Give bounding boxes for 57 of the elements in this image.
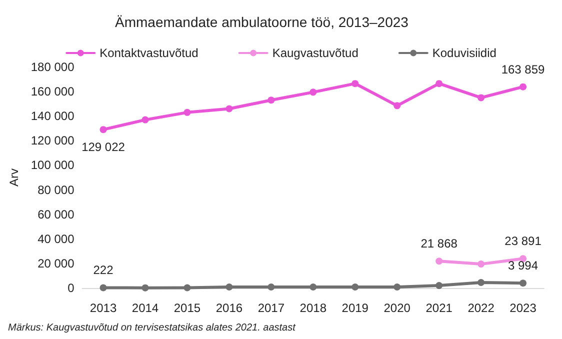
legend-label: Koduvisiidid bbox=[432, 46, 496, 60]
point bbox=[520, 280, 527, 287]
x-tick-label: 2022 bbox=[468, 301, 495, 315]
data-label: 222 bbox=[93, 263, 114, 278]
x-tick-label: 2015 bbox=[174, 301, 201, 315]
point bbox=[436, 282, 443, 290]
x-tick-label: 2021 bbox=[426, 301, 453, 315]
y-tick-label: 20 000 bbox=[38, 256, 75, 270]
point bbox=[478, 278, 485, 286]
point bbox=[310, 88, 317, 96]
text: Märkus: Kaugvastuvõtud on tervisestatsikas alates 2021. aastast bbox=[8, 322, 297, 334]
point bbox=[184, 108, 191, 116]
x-tick-label: 2020 bbox=[384, 301, 411, 315]
point bbox=[226, 105, 233, 112]
x-tick-label: 2013 bbox=[90, 301, 117, 315]
x-tick-label: 2017 bbox=[258, 301, 285, 315]
point bbox=[394, 102, 401, 110]
point bbox=[100, 126, 107, 134]
data-label: 129 022 bbox=[82, 140, 126, 154]
x-tick-label: 2014 bbox=[132, 301, 159, 315]
y-axis-title: Arv bbox=[7, 168, 21, 186]
point bbox=[352, 284, 359, 291]
point bbox=[268, 96, 275, 104]
x-tick-label: 2018 bbox=[300, 301, 327, 315]
point bbox=[142, 284, 149, 292]
point bbox=[100, 284, 107, 292]
y-tick-label: 80 000 bbox=[38, 182, 75, 197]
point bbox=[184, 284, 191, 292]
data-label: 23 891 bbox=[504, 234, 542, 248]
point bbox=[310, 284, 317, 291]
chart-title: Ämmaemandate ambulatoorne töö, 2013–2023 bbox=[115, 14, 409, 30]
y-tick-label: 100 000 bbox=[30, 158, 75, 172]
point bbox=[142, 116, 149, 124]
x-tick-label: 2019 bbox=[342, 301, 369, 315]
point bbox=[478, 94, 485, 102]
point bbox=[268, 284, 275, 291]
point bbox=[352, 80, 359, 88]
data-label: 21 868 bbox=[420, 236, 458, 251]
y-tick-label: 160 000 bbox=[30, 84, 75, 99]
y-tick-label: 180 000 bbox=[30, 60, 75, 74]
y-tick-label: 140 000 bbox=[30, 109, 75, 124]
y-tick-label: 60 000 bbox=[38, 207, 75, 222]
data-label: 3 994 bbox=[508, 258, 538, 273]
legend-label: Kaugvastuvõtud bbox=[272, 46, 358, 60]
y-tick-label: 40 000 bbox=[38, 232, 75, 246]
point bbox=[394, 284, 401, 291]
x-tick-label: 2016 bbox=[216, 301, 243, 315]
y-tick-label: 120 000 bbox=[30, 134, 75, 148]
legend-label: Kontaktvastuvõtud bbox=[100, 46, 198, 60]
x-tick-label: 2023 bbox=[510, 301, 537, 315]
point bbox=[436, 258, 443, 265]
data-label: 163 859 bbox=[501, 62, 546, 76]
y-tick-label: 0 bbox=[68, 281, 75, 295]
point bbox=[478, 260, 485, 268]
point bbox=[226, 284, 233, 291]
point bbox=[436, 80, 443, 88]
point bbox=[520, 83, 527, 90]
